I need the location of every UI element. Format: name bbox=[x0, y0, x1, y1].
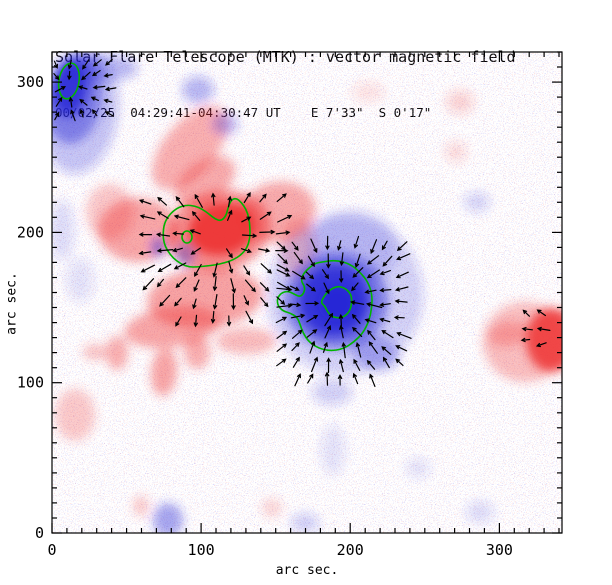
negative-outer-contour bbox=[276, 259, 373, 352]
positive-flux-blob bbox=[352, 82, 384, 102]
negative-flux-blob bbox=[52, 200, 74, 260]
positive-flux-blob bbox=[262, 499, 282, 517]
positive-flux-blob bbox=[216, 328, 276, 354]
positive-inner-contour bbox=[181, 230, 193, 244]
positive-flux-blob bbox=[83, 344, 107, 360]
positive-flux-blob bbox=[86, 184, 134, 240]
axes-layer: 0 100 200 300 0 100 200 300 bbox=[17, 51, 563, 559]
negative-flux-blob bbox=[406, 458, 430, 478]
tick-labels: 0 100 200 300 0 100 200 300 bbox=[17, 73, 513, 559]
negative-flux-blob bbox=[62, 54, 138, 82]
positive-flux-blob bbox=[152, 106, 228, 190]
y-tick-label: 100 bbox=[17, 374, 44, 392]
negative-flux-blob bbox=[182, 76, 214, 104]
negative-main-inward bbox=[275, 235, 412, 387]
negative-flux-blob bbox=[466, 501, 494, 523]
x-tick-label: 300 bbox=[486, 541, 513, 559]
positive-flux-blob bbox=[106, 336, 128, 370]
y-tick-label: 200 bbox=[17, 223, 44, 241]
axis-frame-and-ticks bbox=[51, 51, 563, 534]
negative-flux-blob bbox=[321, 425, 345, 475]
y-tick-label: 0 bbox=[35, 524, 44, 542]
positive-outer-contour bbox=[162, 197, 251, 268]
negative-flux-blob bbox=[212, 113, 238, 135]
positive-flux-blob bbox=[150, 348, 178, 396]
x-axis-title: arc sec. bbox=[275, 563, 339, 578]
negative-flux-blob bbox=[464, 192, 490, 212]
vector-field-layer bbox=[53, 58, 551, 387]
negative-flux-blob bbox=[153, 503, 183, 533]
positive-flux-blob bbox=[55, 389, 95, 441]
positive-flux-blob bbox=[526, 308, 562, 372]
negative-flux-blob bbox=[66, 258, 94, 302]
nw-pole-inward bbox=[53, 58, 117, 122]
positive-flux-blob bbox=[184, 335, 210, 369]
positive-flux-blob bbox=[446, 90, 474, 114]
positive-flux-blob bbox=[133, 496, 149, 516]
x-tick-label: 200 bbox=[337, 541, 364, 559]
x-tick-label: 100 bbox=[188, 541, 215, 559]
negative-inner-contour bbox=[320, 285, 353, 319]
east-pole-outward bbox=[520, 309, 551, 348]
negative-flux-blob bbox=[291, 513, 319, 533]
negative-flux-blob bbox=[312, 379, 352, 405]
positive-flux-blob bbox=[488, 321, 528, 347]
x-tick-label: 0 bbox=[47, 541, 56, 559]
positive-main-outward bbox=[138, 192, 293, 328]
positive-flux-blob bbox=[445, 141, 467, 163]
y-tick-label: 300 bbox=[17, 73, 44, 91]
positive-flux-blob bbox=[188, 202, 256, 256]
negative-flux-blob bbox=[318, 284, 356, 322]
